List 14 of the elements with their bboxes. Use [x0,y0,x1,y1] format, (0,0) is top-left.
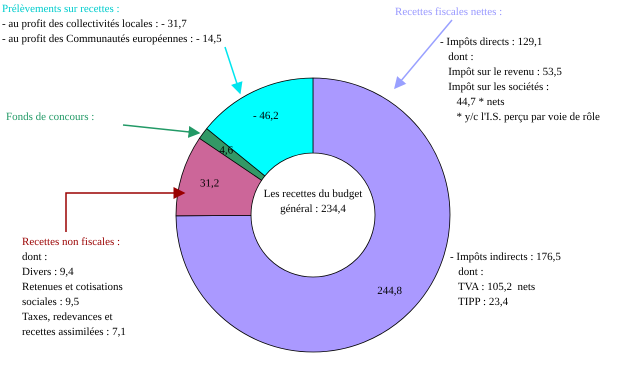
data-label: 4,6 [219,144,234,157]
text: Les recettes du budget général : 234,4 [262,187,364,217]
text: dont : Divers : 9,4 Retenues et cotisations sociales : 9,5 Taxes, redevances et recettes assimilées : 7,1 [22,250,126,340]
data-label: 244,8 [377,285,402,298]
text: - au profit des collectivités locales : - 31,7 - au profit des Communautés européennes : - 14,5 [2,17,222,47]
text: Recettes fiscales nettes : [395,5,502,20]
data-label: 31,2 [200,178,220,190]
text: - Impôts indirects : 176,5 dont : TVA : 105,2 nets TIPP : 23,4 [450,250,561,310]
text: - Impôts directs : 129,1 dont : Impôt sur le revenu : 53,5 Impôt sur les sociétés : 44,7 * nets * y/c l'I.S. perçu par voie de rôle [440,35,600,125]
text: Recettes non fiscales : [22,235,120,250]
text: Fonds de concours : [6,110,94,125]
donut-slice [176,78,450,352]
text: - 46,2 [253,109,279,124]
text: Prélèvements sur recettes : [2,2,120,17]
